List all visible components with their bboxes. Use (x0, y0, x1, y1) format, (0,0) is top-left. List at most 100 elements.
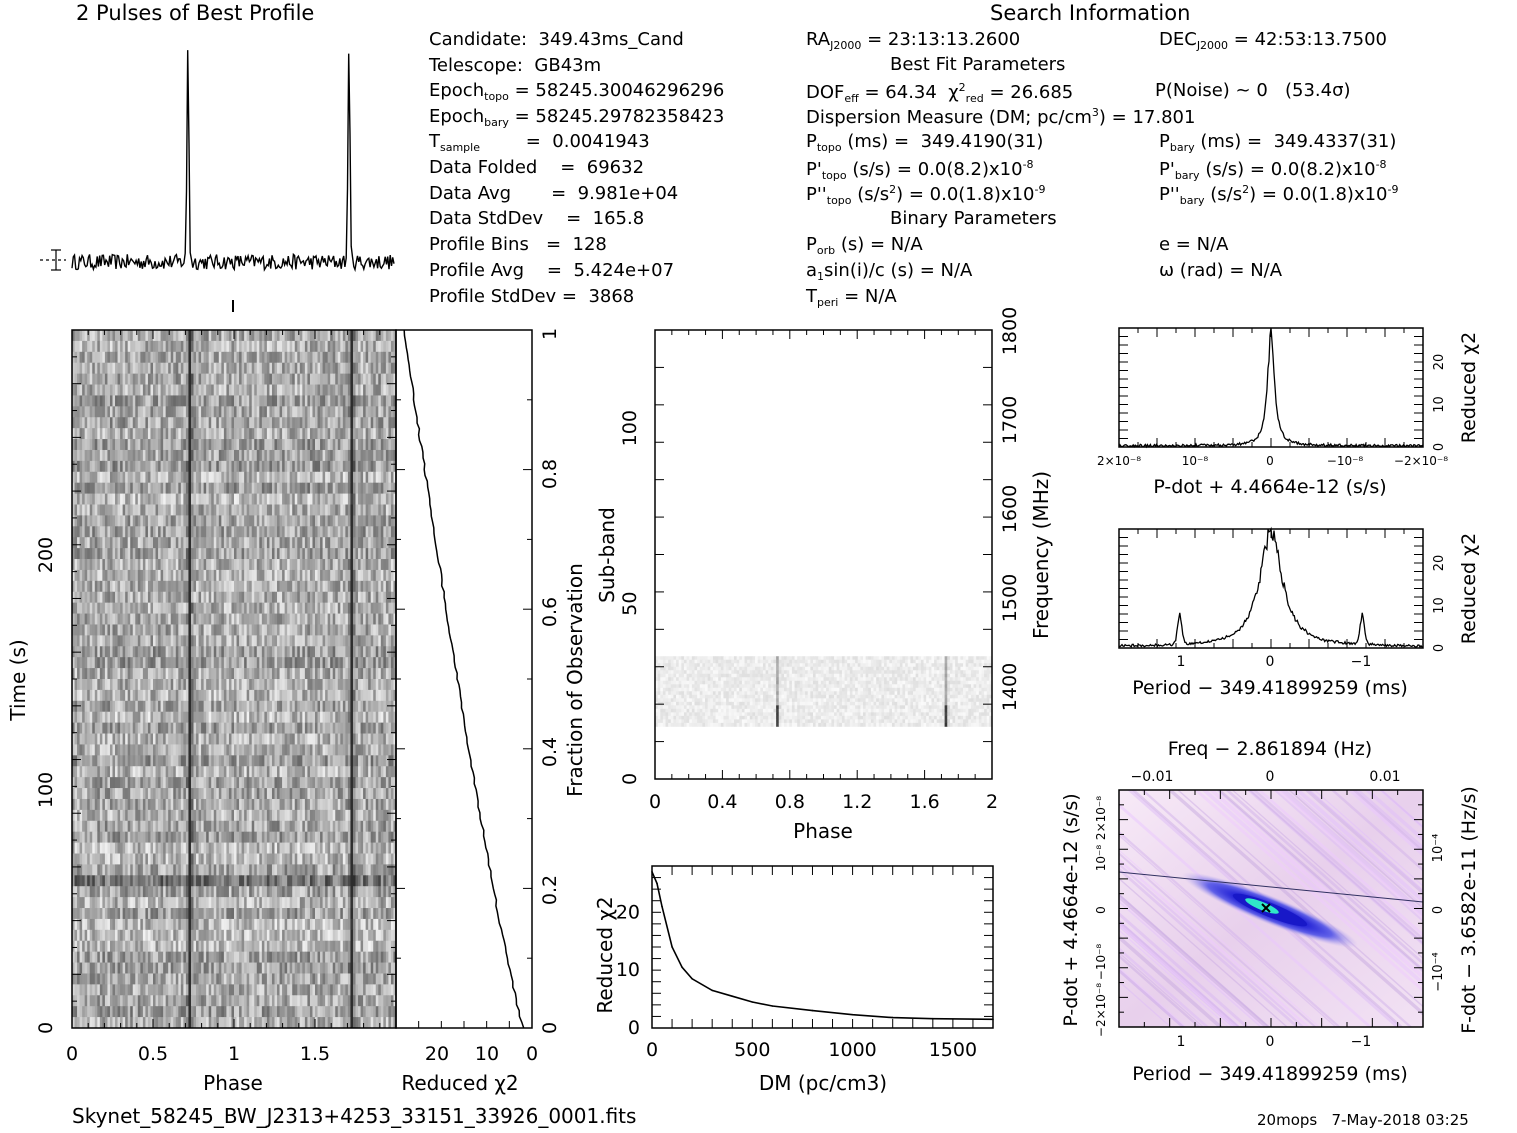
greyscale-cell (375, 602, 379, 614)
greyscale-cell (246, 613, 250, 625)
greyscale-cell (269, 406, 273, 418)
greyscale-cell (109, 439, 113, 451)
greyscale-cell (350, 668, 354, 680)
greyscale-cell (375, 417, 379, 429)
greyscale-cell (294, 613, 298, 625)
greyscale-cell (363, 504, 367, 516)
greyscale-cell (347, 580, 351, 593)
greyscale-cell (345, 624, 349, 636)
greyscale-cell (317, 679, 321, 691)
greyscale-cell (347, 428, 351, 440)
greyscale-cell (287, 449, 291, 462)
greyscale-cell (251, 384, 255, 396)
greyscale-cell (292, 373, 296, 385)
greyscale-cell (79, 406, 83, 418)
greyscale-cell (82, 428, 86, 440)
greyscale-cell (165, 657, 169, 669)
greyscale-cell (259, 482, 263, 494)
greyscale-cell (234, 689, 237, 702)
greyscale-cell (82, 624, 86, 636)
greyscale-cell (299, 689, 303, 702)
greyscale-cell (216, 700, 220, 713)
greyscale-cell (77, 384, 80, 396)
greyscale-cell (383, 722, 387, 734)
greyscale-cell (352, 482, 356, 494)
greyscale-cell (251, 689, 255, 702)
greyscale-cell (347, 439, 351, 451)
greyscale-cell (320, 722, 323, 734)
greyscale-cell (302, 744, 306, 756)
greyscale-cell (352, 373, 356, 385)
greyscale-cell (175, 700, 179, 713)
greyscale-cell (112, 624, 116, 636)
greyscale-cell (163, 722, 167, 734)
greyscale-cell (223, 733, 227, 745)
greyscale-cell (145, 417, 149, 429)
greyscale-cell (347, 395, 351, 407)
greyscale-cell (130, 362, 134, 375)
greyscale-cell (180, 384, 184, 396)
greyscale-cell (312, 689, 316, 702)
greyscale-cell (193, 362, 197, 375)
greyscale-cell (198, 449, 202, 462)
greyscale-cell (322, 449, 326, 462)
greyscale-cell (282, 460, 286, 473)
greyscale-cell (206, 395, 210, 407)
greyscale-cell (350, 537, 354, 549)
greyscale-cell (352, 406, 356, 418)
greyscale-cell (140, 449, 144, 462)
greyscale-cell (365, 602, 369, 614)
greyscale-cell (271, 646, 275, 658)
greyscale-cell (284, 559, 288, 571)
greyscale-cell (165, 362, 169, 375)
greyscale-cell (77, 439, 80, 451)
greyscale-cell (135, 548, 139, 560)
greyscale-cell (211, 504, 215, 516)
greyscale-cell (82, 744, 86, 756)
greyscale-cell (327, 733, 331, 745)
greyscale-cell (345, 428, 349, 440)
greyscale-cell (137, 406, 141, 418)
greyscale-cell (378, 340, 382, 353)
greyscale-cell (327, 668, 331, 680)
greyscale-cell (208, 439, 212, 451)
greyscale-cell (132, 351, 136, 364)
greyscale-cell (388, 733, 392, 745)
greyscale-cell (342, 384, 346, 396)
greyscale-cell (282, 744, 286, 756)
greyscale-cell (117, 504, 121, 516)
greyscale-cell (383, 504, 387, 516)
greyscale-cell (337, 406, 341, 418)
greyscale-cell (188, 471, 192, 484)
greyscale-cell (92, 351, 96, 364)
greyscale-cell (89, 460, 93, 473)
greyscale-cell (112, 613, 116, 625)
greyscale-cell (284, 449, 288, 462)
greyscale-cell (330, 635, 334, 647)
greyscale-cell (175, 351, 179, 364)
greyscale-cell (320, 449, 323, 462)
greyscale-cell (97, 722, 101, 734)
greyscale-cell (165, 548, 169, 560)
greyscale-cell (153, 395, 156, 407)
greyscale-cell (317, 537, 321, 549)
greyscale-cell (335, 711, 339, 724)
greyscale-cell (155, 580, 159, 593)
greyscale-cell (264, 548, 268, 560)
greyscale-cell (231, 395, 235, 407)
greyscale-cell (388, 711, 392, 724)
greyscale-cell (289, 580, 293, 593)
greyscale-cell (337, 679, 341, 691)
greyscale-cell (363, 395, 367, 407)
greyscale-cell (216, 406, 220, 418)
greyscale-cell (203, 449, 207, 462)
greyscale-cell (282, 362, 286, 375)
greyscale-cell (304, 362, 308, 375)
greyscale-cell (99, 504, 103, 516)
greyscale-cell (292, 460, 296, 473)
greyscale-cell (221, 569, 225, 582)
greyscale-cell (142, 679, 146, 691)
greyscale-cell (299, 744, 303, 756)
greyscale-cell (178, 373, 182, 385)
greyscale-cell (137, 602, 141, 614)
